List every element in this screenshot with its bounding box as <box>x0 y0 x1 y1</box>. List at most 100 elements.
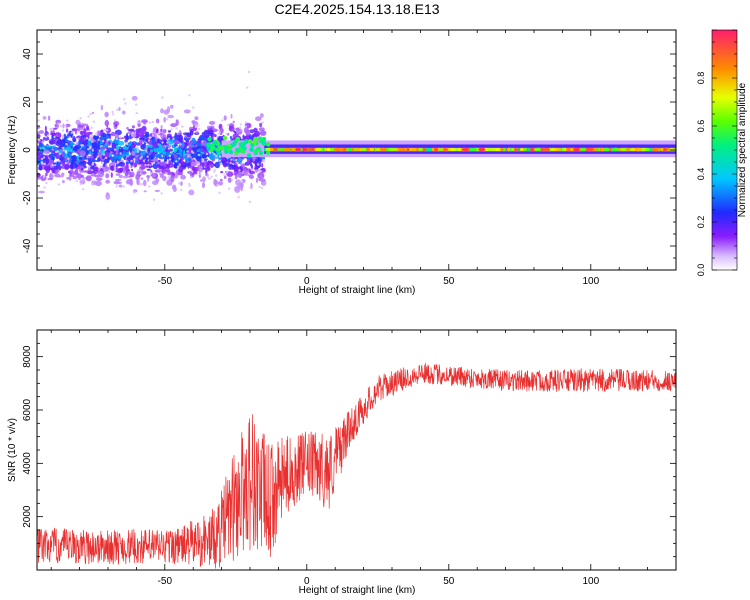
spectrogram-cell <box>114 168 117 172</box>
spectrogram-cell <box>220 171 224 174</box>
spectrogram-cell <box>115 185 118 188</box>
spectrogram-cell <box>145 131 150 137</box>
spectrogram-cell <box>130 143 136 149</box>
spectrogram-band-peak <box>635 147 643 152</box>
spectrogram-cell <box>113 160 116 167</box>
spectrogram-cell <box>186 132 192 138</box>
spectrogram-cell <box>231 165 235 170</box>
spectrogram-cell <box>137 121 140 124</box>
spectrogram-cell <box>183 150 186 157</box>
spectrogram-cell <box>181 125 184 128</box>
spectrogram-band-peak <box>539 147 546 152</box>
spectrogram-cell <box>232 120 235 124</box>
spectrogram-cell <box>131 150 136 156</box>
spectrogram-cell <box>64 164 70 170</box>
spectrogram-cell <box>255 177 259 183</box>
spectrogram-cell <box>107 133 112 136</box>
spectrogram-cell <box>114 119 117 122</box>
spectrogram-cell <box>170 175 175 183</box>
spectrogram-cell <box>80 122 83 125</box>
spectrogram-cell <box>213 153 216 156</box>
spectrogram-cell <box>74 128 78 135</box>
spectrogram-cell <box>177 171 184 176</box>
spectrogram-cell <box>152 180 159 185</box>
spectrogram-cell <box>181 150 184 157</box>
colorbar-tick-label: 0.0 <box>696 264 706 277</box>
spectrogram-cell <box>66 119 69 122</box>
spectrogram-cell <box>168 158 172 161</box>
spectrogram-band-peak <box>442 147 449 152</box>
spectrogram-cell <box>238 169 241 172</box>
spectrogram-cell <box>101 161 105 164</box>
spectrogram-cell <box>206 152 209 156</box>
spectrogram-cell <box>229 164 234 167</box>
spectrogram-band-peak <box>593 147 598 152</box>
spectrogram-cell <box>228 125 235 132</box>
spectrogram-cell <box>78 161 84 166</box>
spectrogram-band-peak <box>620 147 627 152</box>
spectrogram-cell <box>161 96 164 99</box>
snr-panel: -50 0 50 100 2000 4000 6000 8000 Height of stra… <box>7 329 677 596</box>
spectrogram-cell <box>134 159 138 164</box>
spectrogram-cell <box>233 165 239 172</box>
spectrogram-cell <box>77 130 81 134</box>
spectrogram-cell <box>61 129 65 132</box>
spectrogram-band-peak <box>562 147 567 152</box>
spectrogram-band-peak <box>280 147 284 152</box>
spectrogram-band-peak <box>511 147 515 152</box>
spectrogram-cell <box>148 154 154 160</box>
spectrogram-cell <box>38 130 45 134</box>
spectrogram-cell <box>64 161 68 165</box>
spectrogram-cell <box>219 145 225 151</box>
spectrogram-cell <box>95 133 98 137</box>
spectrogram-cell <box>197 127 201 131</box>
spectrogram-cell <box>48 139 56 145</box>
spectrogram-cell <box>85 137 89 140</box>
x-tick-label: 100 <box>582 576 599 587</box>
y-tick-label: 20 <box>22 96 33 108</box>
spectrogram-cell <box>57 138 62 144</box>
spectrogram-cell <box>95 180 102 187</box>
spectrogram-cell <box>125 164 129 171</box>
spectrogram-cell <box>135 138 139 141</box>
spectrogram-cell <box>75 119 81 125</box>
spectrogram-cell <box>201 131 206 138</box>
spectrogram-cell <box>206 125 212 129</box>
spectrogram-cell <box>146 175 151 178</box>
spectrogram-cell <box>186 150 189 153</box>
spectrogram-cell <box>257 163 260 166</box>
spectrogram-cell <box>152 198 156 201</box>
spectrogram-cell <box>105 179 110 184</box>
spectrogram-cell <box>60 164 63 167</box>
spectrogram-cell <box>228 149 234 155</box>
spectrogram-cell <box>152 161 155 165</box>
spectrogram-cell <box>248 170 255 175</box>
spectrogram-cell <box>115 181 123 184</box>
colorbar: 0.0 0.2 0.4 0.6 0.8 Normalized spectral ampl… <box>696 29 748 277</box>
spectrogram-cell <box>41 141 44 144</box>
spectrogram-cell <box>61 136 65 139</box>
spectrogram-band-peak <box>314 147 322 152</box>
spectrogram-cell <box>101 155 105 159</box>
spectrogram-cell <box>178 165 184 173</box>
spectrogram-cell <box>79 130 84 135</box>
spectrogram-cell <box>188 94 191 97</box>
spectrogram-cell <box>219 178 223 182</box>
x-tick-label: 100 <box>582 276 599 287</box>
spectrogram-cell <box>247 172 250 175</box>
spectrogram-band-peak <box>361 147 367 152</box>
spectrogram-band-peak <box>417 147 424 152</box>
spectrogram-band-peak <box>410 147 418 152</box>
y-tick-label: 0 <box>22 147 33 153</box>
spectrogram-cell <box>131 125 135 129</box>
spectrogram-cell <box>105 156 108 160</box>
spectrogram-cell <box>214 161 221 169</box>
spectrogram-cell <box>83 134 86 137</box>
spectrogram-cell <box>231 142 236 147</box>
spectrogram-cell <box>129 145 132 153</box>
spectrogram-cell <box>119 136 122 139</box>
spectrogram-cell <box>59 154 63 159</box>
y-tick-label: -40 <box>22 238 33 253</box>
spectrogram-cell <box>125 161 132 164</box>
spectrogram-cell <box>42 116 47 120</box>
